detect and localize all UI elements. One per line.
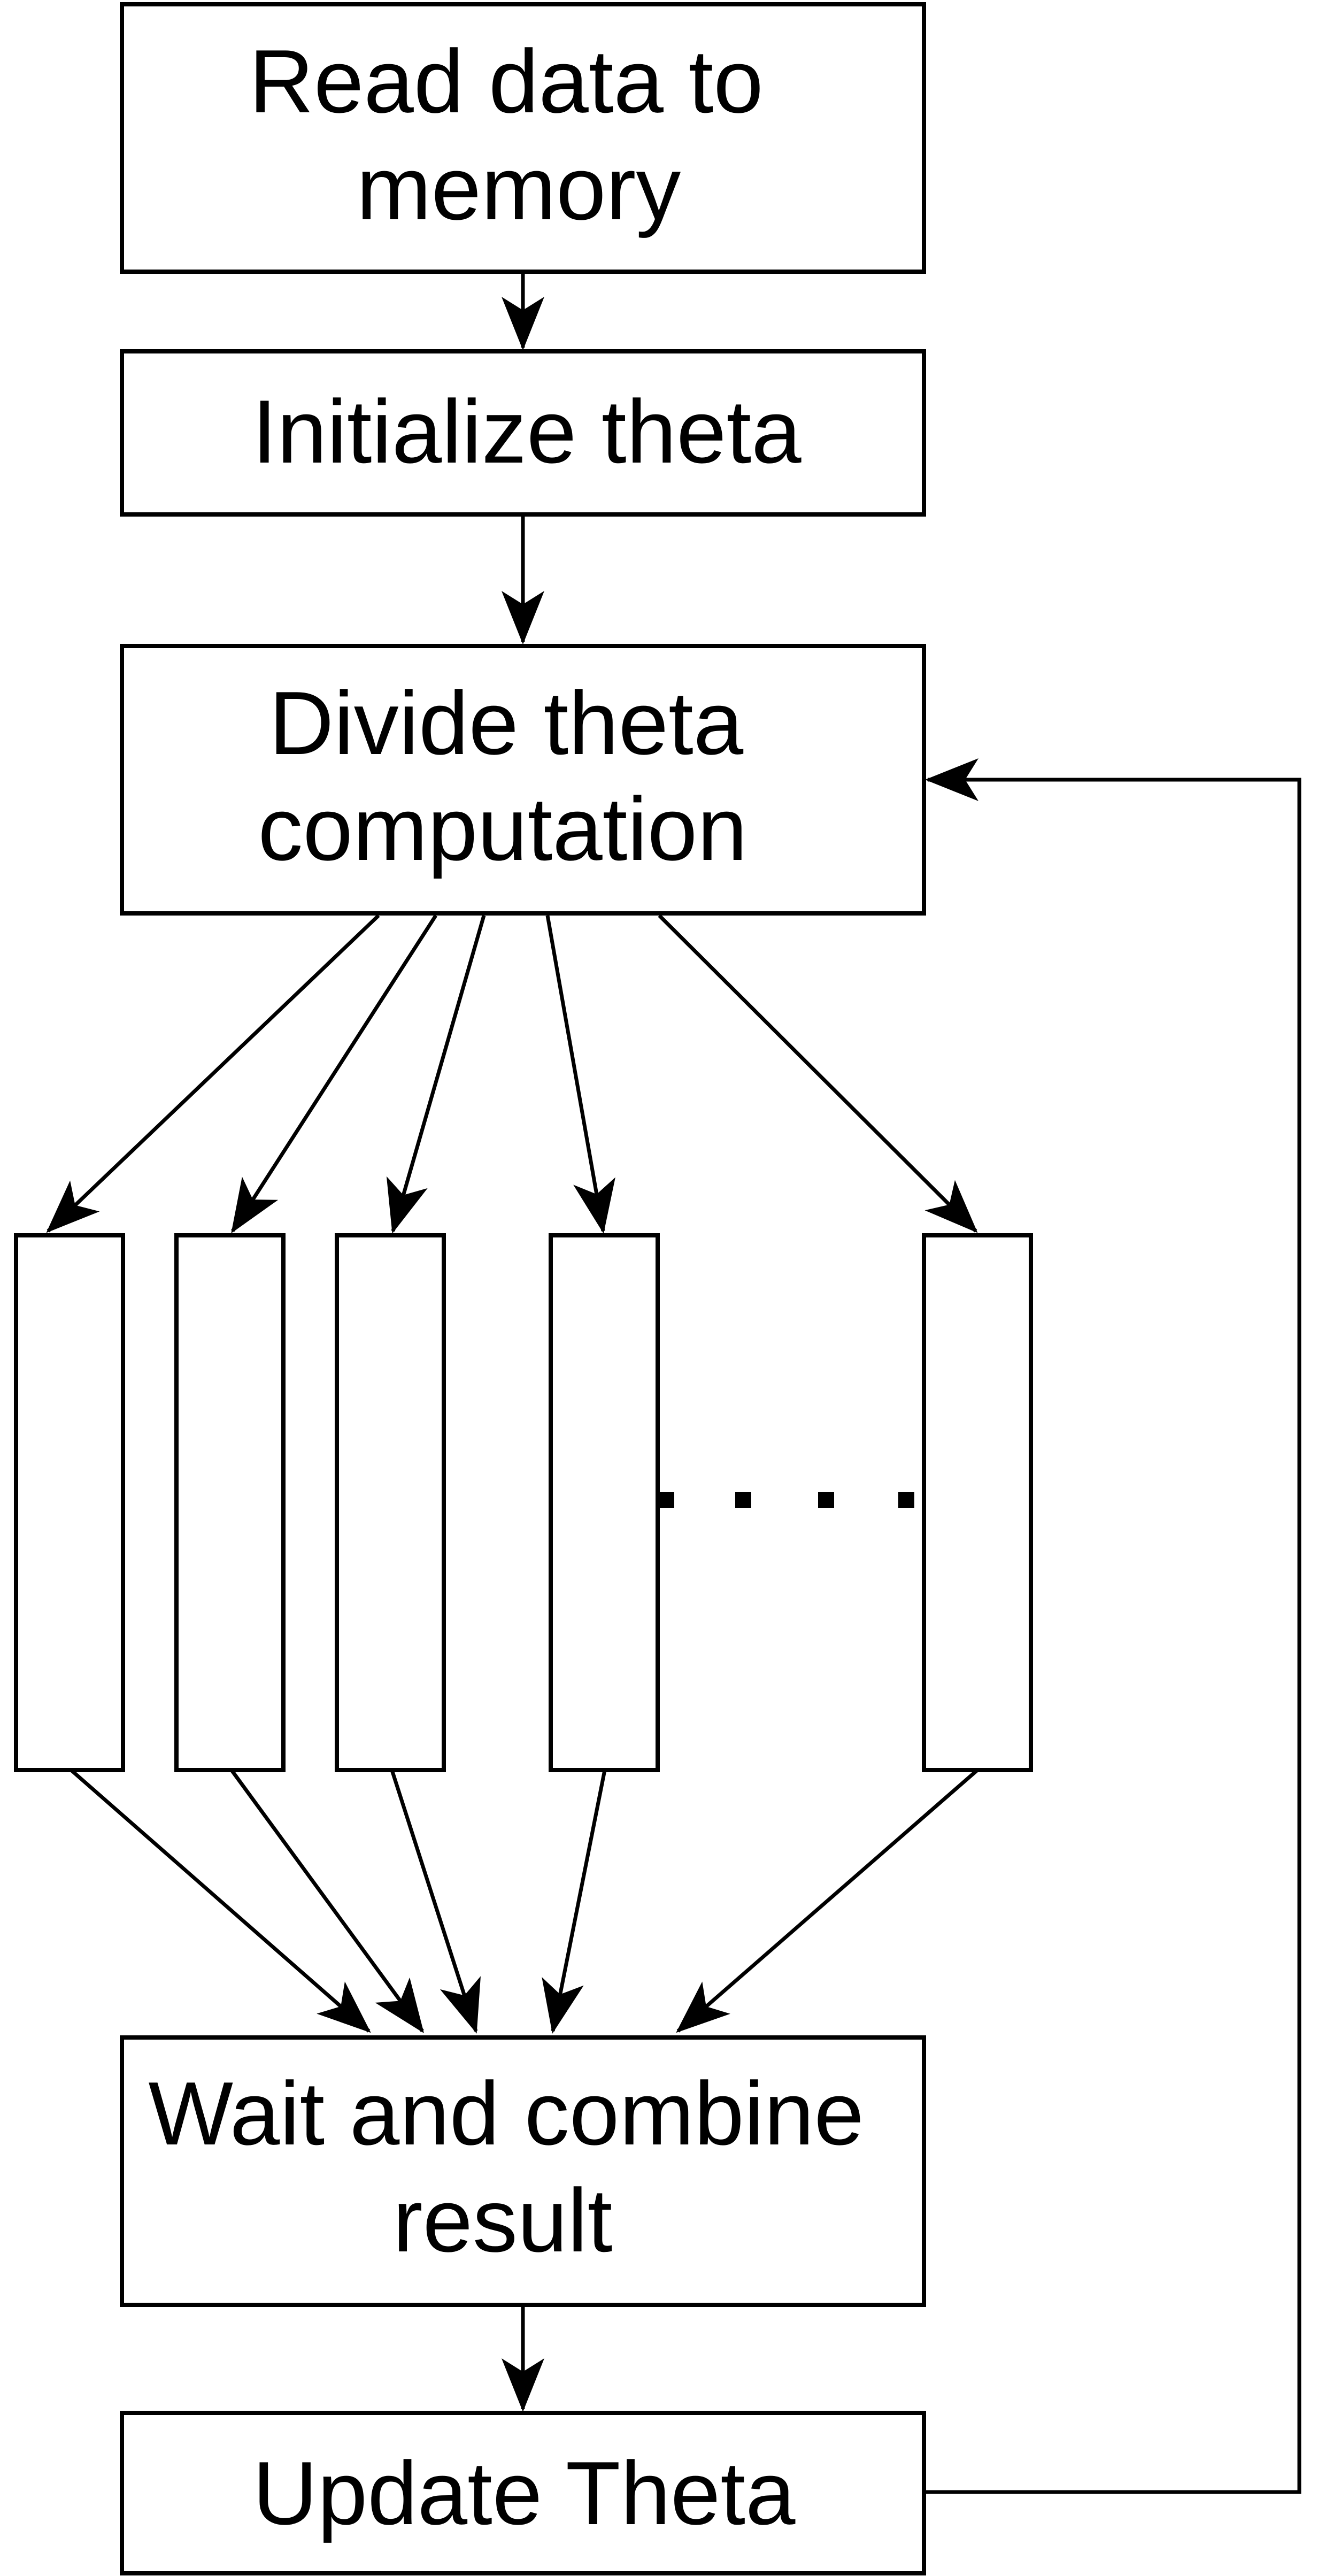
node-update [120, 2411, 926, 2575]
ellipsis [658, 1492, 914, 1508]
node-init-theta-line-1: Initialize theta [252, 381, 801, 482]
edge-worker-1-to-wait [70, 1768, 371, 2033]
node-divide-line-1: Divide theta [269, 673, 744, 773]
node-read-data-line-1: Read data to [249, 31, 764, 132]
edge-update-loop-back [925, 758, 1301, 2494]
node-wait-combine-label: Wait and combine result [148, 2063, 889, 2271]
edge-worker-4-to-wait [542, 1770, 607, 2034]
node-read-data-line-2: memory [357, 138, 681, 239]
ellipsis-dot [818, 1492, 834, 1508]
ellipsis-dot [735, 1492, 751, 1508]
node-read-data [120, 2, 926, 274]
node-divide [120, 644, 926, 916]
node-wait-combine-line-1: Wait and combine [148, 2063, 864, 2164]
worker-box-3 [335, 1233, 446, 1772]
edge-worker-2-to-wait [230, 1768, 424, 2034]
edge-divide-to-worker-3 [386, 915, 486, 1234]
worker-box-4 [549, 1233, 660, 1772]
ellipsis-dot [898, 1492, 914, 1508]
edge-divide-to-worker-5 [658, 914, 978, 1233]
node-divide-label: Divide theta computation [258, 673, 768, 879]
node-update-label: Update Theta [253, 2443, 796, 2543]
edge-worker-3-to-wait [390, 1769, 481, 2034]
node-update-line-1: Update Theta [253, 2443, 796, 2543]
node-init-theta-label: Initialize theta [252, 381, 801, 482]
edge-divide-to-worker-2 [231, 914, 437, 1234]
labels: Read data to memory Initialize theta Div… [148, 31, 889, 2543]
node-wait-combine-line-2: result [393, 2170, 613, 2271]
edge-divide-to-worker-4 [545, 915, 615, 1234]
edge-worker-5-to-wait [676, 1768, 979, 2033]
worker-box-1 [14, 1233, 125, 1772]
node-read-data-label: Read data to memory [249, 31, 789, 239]
node-init-theta [120, 349, 926, 517]
worker-box-2 [174, 1233, 286, 1772]
node-divide-line-2: computation [258, 779, 747, 879]
nodes [14, 2, 1033, 2575]
edge-divide-to-worker-1 [46, 914, 380, 1233]
worker-box-5 [922, 1233, 1033, 1772]
node-wait-combine [120, 2035, 926, 2307]
edges [46, 272, 1301, 2494]
ellipsis-dot [658, 1492, 674, 1508]
